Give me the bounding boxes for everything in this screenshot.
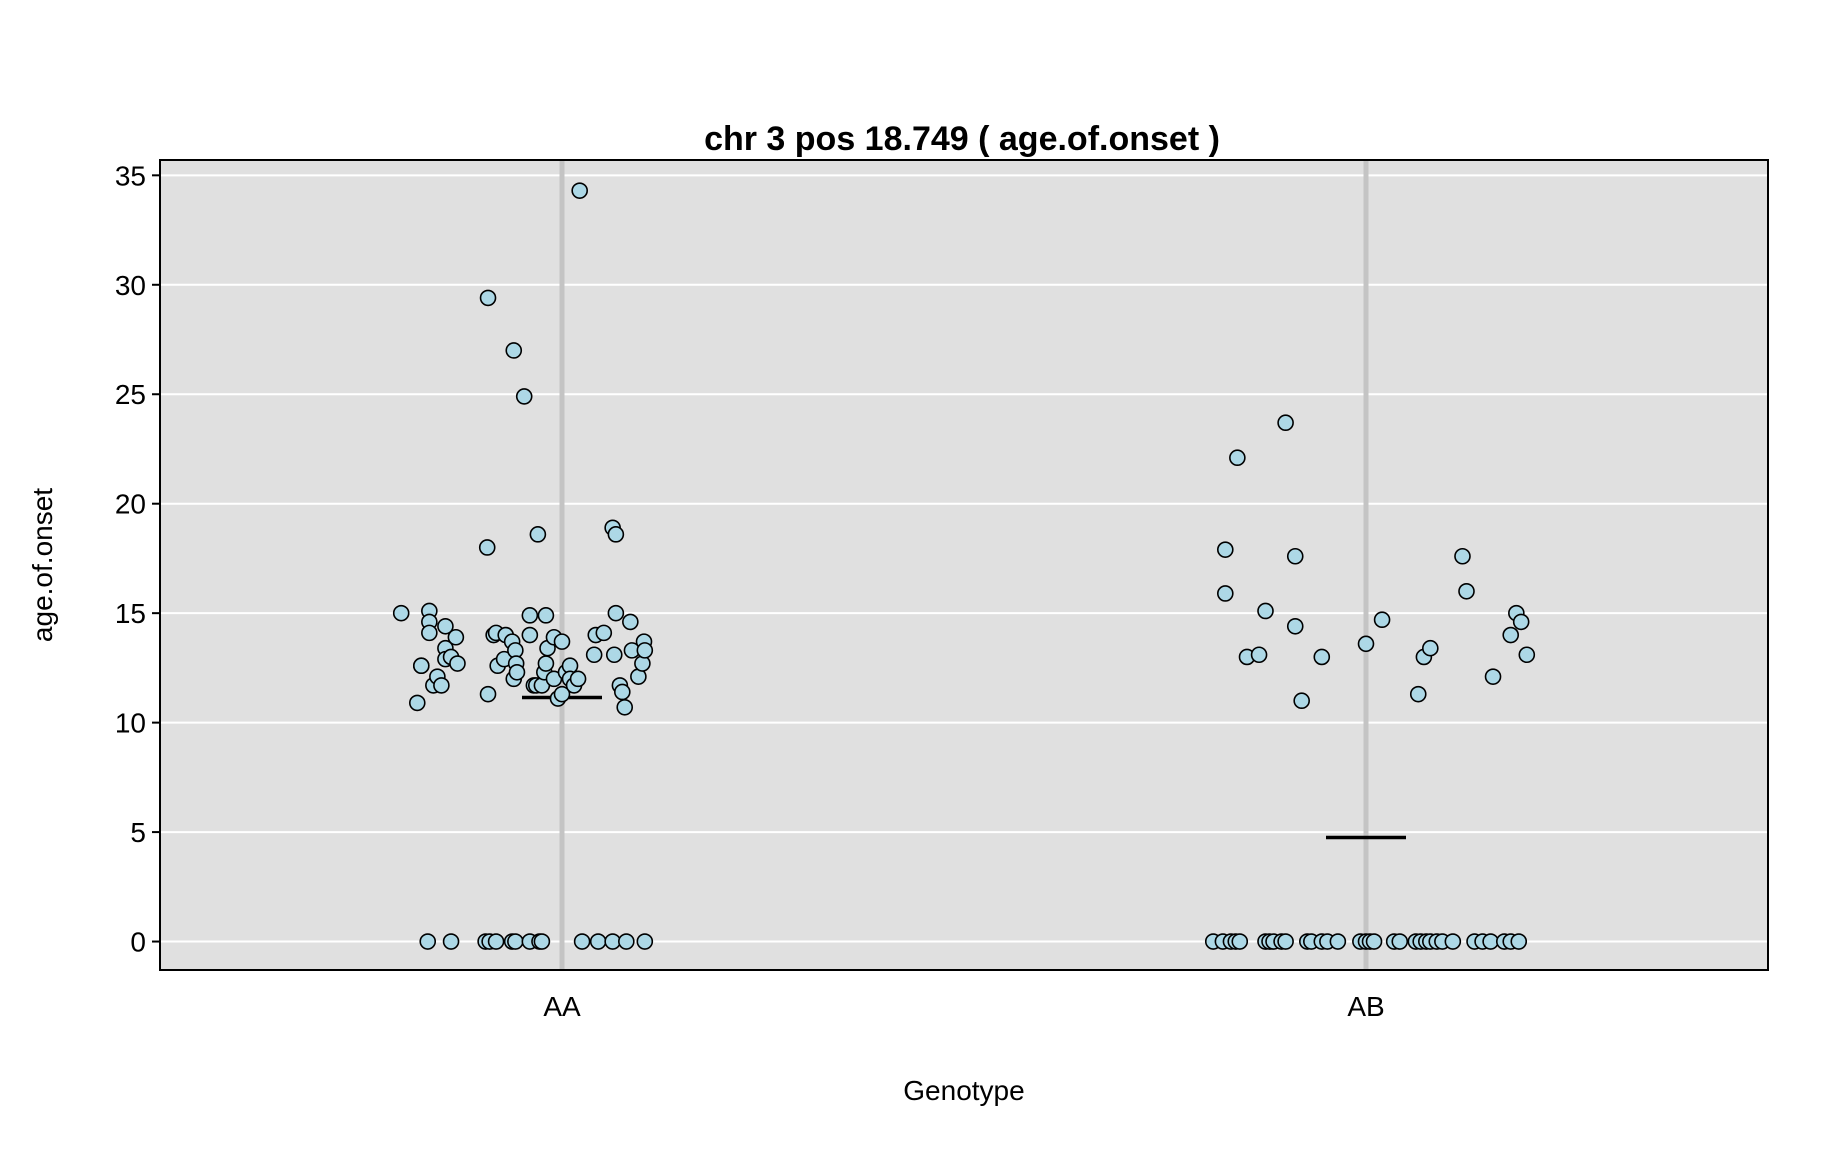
data-point-AA-67	[636, 642, 654, 659]
data-point-AA-1	[408, 694, 426, 712]
data-point-AB-18	[1484, 668, 1502, 685]
data-point-AB-27	[1231, 933, 1249, 950]
data-point-AB-5	[1257, 602, 1274, 620]
data-point-AA-72	[487, 933, 505, 950]
data-point-AA-6	[421, 624, 438, 642]
data-point-AA-39	[537, 607, 555, 624]
data-point-AA-0	[392, 604, 410, 622]
category-lines	[559, 160, 1369, 970]
data-point-AA-3	[412, 657, 430, 675]
data-point-AA-44	[553, 685, 571, 703]
data-point-AA-15	[449, 655, 466, 672]
data-point-AB-41	[1365, 933, 1383, 950]
y-tick-label-5: 5	[130, 817, 146, 848]
data-point-AB-4	[1250, 646, 1268, 664]
data-point-AB-37	[1329, 933, 1347, 950]
data-point-AA-77	[533, 933, 551, 950]
y-tick-label-15: 15	[115, 598, 146, 629]
data-point-AB-7	[1286, 547, 1304, 565]
data-point-AA-30	[515, 388, 533, 405]
x-tick-label-AA: AA	[543, 991, 581, 1022]
data-point-AB-11	[1357, 635, 1375, 653]
data-point-AB-53	[1482, 933, 1499, 950]
data-point-AB-16	[1454, 547, 1471, 565]
data-point-AA-12	[437, 617, 454, 635]
data-point-AA-78	[573, 933, 591, 950]
data-point-AA-82	[636, 933, 654, 950]
data-point-AA-54	[595, 624, 613, 642]
data-point-AB-8	[1286, 617, 1304, 635]
data-point-AB-10	[1313, 648, 1331, 666]
data-point-AB-50	[1444, 933, 1462, 950]
plot-panel	[160, 160, 1768, 970]
data-point-AA-29	[508, 663, 526, 681]
data-point-AB-32	[1277, 933, 1294, 950]
chart-title: chr 3 pos 18.749 ( age.of.onset )	[704, 120, 1220, 158]
data-point-AB-22	[1518, 646, 1536, 664]
data-point-AA-37	[529, 526, 547, 543]
x-tick-label-AB: AB	[1347, 991, 1384, 1022]
data-point-AA-14	[447, 628, 465, 646]
data-point-AA-17	[479, 289, 497, 307]
data-points	[392, 182, 1536, 950]
data-point-AA-61	[616, 698, 634, 716]
data-point-AB-43	[1391, 933, 1409, 950]
data-point-AA-31	[521, 607, 539, 624]
y-axis-label: age.of.onset	[27, 488, 58, 642]
data-point-AB-13	[1409, 685, 1427, 703]
y-tick-label-30: 30	[115, 270, 146, 301]
data-point-AB-12	[1373, 611, 1391, 629]
data-point-AA-45	[553, 633, 571, 650]
data-point-AA-69	[442, 933, 460, 950]
data-point-AA-80	[604, 933, 621, 950]
data-point-AB-15	[1422, 639, 1439, 657]
x-tick-labels: AA AB	[543, 991, 1384, 1022]
data-point-AB-6	[1277, 414, 1294, 432]
y-tick-labels: 0 5 10 15 20 25 30 35	[115, 160, 160, 958]
data-point-AA-74	[507, 933, 524, 950]
y-tick-label-0: 0	[130, 927, 146, 958]
data-point-AB-17	[1458, 582, 1475, 600]
data-point-AA-25	[505, 342, 523, 359]
y-tick-label-25: 25	[115, 379, 146, 410]
data-point-AB-21	[1512, 613, 1530, 631]
data-point-AA-56	[605, 646, 623, 664]
data-point-AB-0	[1217, 541, 1234, 558]
data-point-AA-58	[607, 604, 625, 622]
data-point-AA-52	[585, 646, 603, 664]
y-tick-label-35: 35	[115, 160, 146, 191]
data-point-AA-57	[607, 526, 625, 543]
y-tick-label-10: 10	[115, 708, 146, 739]
data-point-AA-18	[479, 685, 497, 703]
data-point-AA-51	[571, 182, 588, 199]
data-point-AA-38	[537, 655, 555, 672]
y-tick-label-20: 20	[115, 489, 146, 520]
data-point-AB-2	[1229, 449, 1246, 467]
data-point-AA-50	[569, 670, 587, 688]
data-point-AA-60	[613, 683, 631, 701]
data-point-AB-1	[1217, 585, 1234, 602]
data-point-AB-9	[1293, 692, 1310, 710]
data-point-AB-19	[1502, 626, 1520, 644]
plot-frame	[159, 159, 1769, 971]
data-point-AB-56	[1510, 933, 1528, 950]
data-point-AA-62	[622, 613, 639, 631]
data-point-AA-68	[419, 933, 437, 950]
data-point-AA-81	[618, 933, 635, 950]
x-axis-label: Genotype	[903, 1075, 1024, 1106]
data-point-AA-9	[433, 677, 450, 694]
data-point-AA-79	[589, 933, 607, 950]
data-point-AA-32	[521, 626, 539, 644]
data-point-AA-16	[478, 539, 496, 556]
